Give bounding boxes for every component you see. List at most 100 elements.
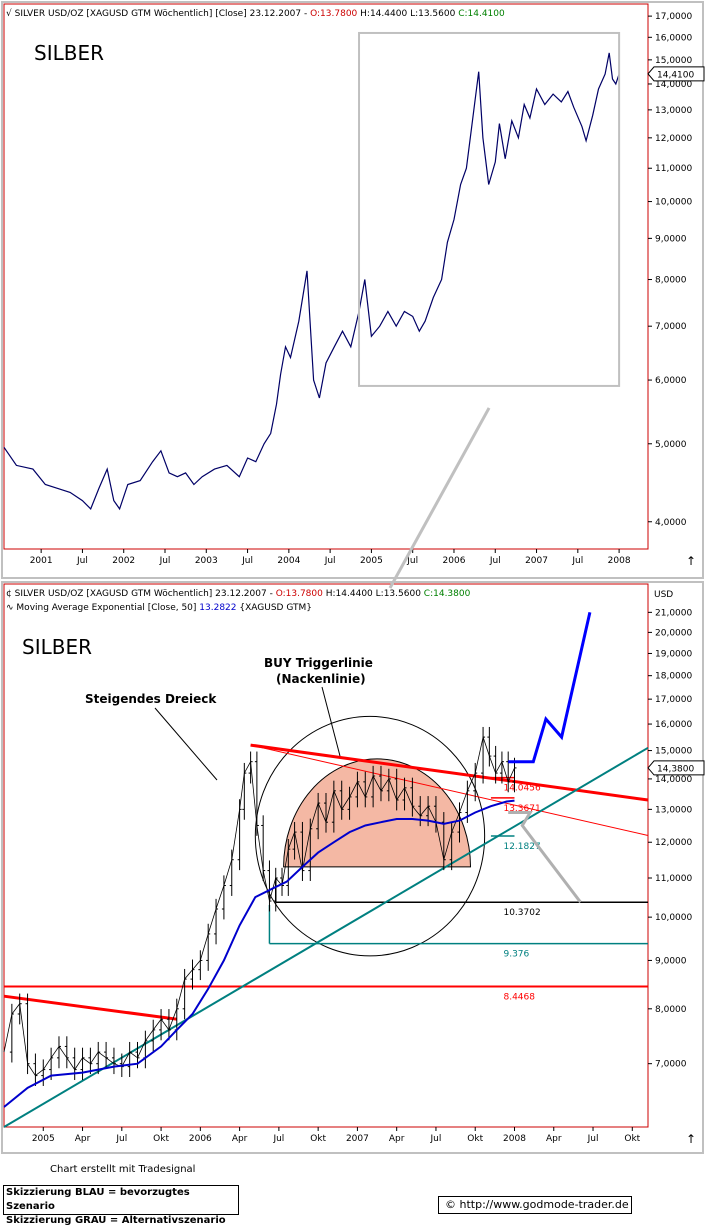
chart-top-zoom-box xyxy=(358,31,621,387)
chart-top-ytick-label: 6,0000 xyxy=(655,376,687,386)
chart-bottom-ytick-label: 17,0000 xyxy=(655,695,692,705)
chart-top-scroll-arrow-icon[interactable]: ↑ xyxy=(686,554,696,568)
chart-bottom-ytick-label: 14,0000 xyxy=(655,775,692,785)
chart-top-ytick-label: 14,0000 xyxy=(655,80,692,90)
chart-bottom-ytick-label: 21,0000 xyxy=(655,608,692,618)
website-credit[interactable]: © http://www.godmode-trader.de xyxy=(438,1196,632,1214)
chart-bottom-xtick-label: Apr xyxy=(389,1134,405,1144)
price-close-line xyxy=(3,735,515,1077)
level-label: 9.376 xyxy=(503,950,529,960)
chart-top-ytick-label: 9,0000 xyxy=(655,234,687,244)
scenario-grey-path xyxy=(508,811,582,904)
chart-credit: Chart erstellt mit Tradesignal xyxy=(50,1164,196,1175)
chart-bottom-high: H:14.4400 xyxy=(326,589,373,599)
chart-top-xtick-label: 2008 xyxy=(608,556,631,566)
chart-bottom-xtick-label: Jul xyxy=(430,1134,442,1144)
chart-top-ytick-label: 8,0000 xyxy=(655,276,687,286)
pattern-ellipse xyxy=(254,715,486,957)
chart-bottom-open: O:13.7800 xyxy=(276,589,323,599)
chart-bottom-xtick-label: 2005 xyxy=(32,1134,55,1144)
chart-bottom-xtick-label: Okt xyxy=(153,1134,169,1144)
chart-bottom-ytick-label: 15,0000 xyxy=(655,747,692,757)
chart-bottom-ytick-label: 13,0000 xyxy=(655,805,692,815)
level-label: 10.3702 xyxy=(503,908,540,918)
chart-bottom-last-price-tag xyxy=(647,760,705,776)
annotation-pointer-dreieck xyxy=(154,707,218,781)
chart-top-close: C:14.4100 xyxy=(458,9,505,19)
chart-bottom-indicator-suffix: {XAGUSD GTM} xyxy=(237,603,312,613)
chart-top-ytick-label: 4,0000 xyxy=(655,518,687,528)
chart-top-price-line xyxy=(3,52,620,511)
chart-top-xtick-label: 2007 xyxy=(525,556,548,566)
chart-top-header-icon: √ xyxy=(6,8,12,19)
weekly-silver-chart-top: √ SILVER USD/OZ [XAGUSD GTM Wöchentlich]… xyxy=(1,1,705,579)
trend-line-old-resistance xyxy=(3,994,177,1021)
chart-bottom-currency: USD xyxy=(654,590,673,600)
trend-line-descending-resistance xyxy=(250,743,649,802)
chart-bottom-xtick-label: 2007 xyxy=(346,1134,369,1144)
chart-bottom-last-price-label: 14,3800 xyxy=(657,764,694,774)
chart-top-xtick-label: 2005 xyxy=(360,556,383,566)
chart-top-xtick-label: Jul xyxy=(159,556,171,566)
copyright-icon: © xyxy=(445,1198,456,1211)
chart-top-series xyxy=(3,52,620,511)
chart-top-xtick-label: 2004 xyxy=(277,556,300,566)
chart-top-xtick-label: Jul xyxy=(76,556,88,566)
chart-bottom-scroll-arrow-icon[interactable]: ↑ xyxy=(686,1132,696,1146)
chart-bottom-indicator-prefix: Moving Average Exponential [Close, 50] xyxy=(16,603,199,613)
chart-top-xtick-label: Jul xyxy=(571,556,583,566)
chart-top-ytick-label: 5,0000 xyxy=(655,440,687,450)
chart-top-header: √ SILVER USD/OZ [XAGUSD GTM Wöchentlich]… xyxy=(6,8,505,19)
level-label: 12.1827 xyxy=(503,842,540,852)
chart-bottom-series: 14.0456 13.3671 12.1827 10.3702 9.376 8.4468 1… xyxy=(3,611,705,1128)
website-url[interactable]: http://www.godmode-trader.de xyxy=(459,1198,629,1211)
chart-top-xtick-label: 2001 xyxy=(30,556,53,566)
chart-bottom-ytick-label: 19,0000 xyxy=(655,649,692,659)
chart-bottom-header-icon: ¢ xyxy=(6,589,12,599)
chart-bottom-ytick-label: 16,0000 xyxy=(655,720,692,730)
chart-bottom-xtick-label: Okt xyxy=(467,1134,483,1144)
chart-bottom-low: L:13.5600 xyxy=(376,589,422,599)
level-label: 8.4468 xyxy=(503,992,535,1002)
chart-bottom-ytick-label: 12,0000 xyxy=(655,838,692,848)
chart-bottom-xtick-label: Apr xyxy=(232,1134,248,1144)
chart-bottom-ytick-label: 20,0000 xyxy=(655,628,692,638)
ema-50-line xyxy=(3,799,515,1108)
chart-bottom-xtick-label: Jul xyxy=(587,1134,599,1144)
chart-bottom-ytick-label: 9,0000 xyxy=(655,956,687,966)
chart-top-low: L:13.5600 xyxy=(410,9,456,19)
chart-bottom-ytick-label: 11,0000 xyxy=(655,874,692,884)
chart-bottom-indicator-value: 13.2822 xyxy=(199,603,236,613)
chart-top-ytick-label: 17,0000 xyxy=(655,12,692,22)
level-label: 13.3671 xyxy=(503,804,540,814)
chart-bottom-xtick-label: Jul xyxy=(272,1134,284,1144)
trend-line-support-line xyxy=(3,746,649,1128)
chart-top-label: SILBER xyxy=(34,41,104,65)
chart-top-ytick-label: 7,0000 xyxy=(655,322,687,332)
chart-bottom-xtick-label: Okt xyxy=(310,1134,326,1144)
legend-blue: Skizzierung BLAU = bevorzugtes Szenario xyxy=(6,1187,190,1212)
chart-top-xtick-label: Jul xyxy=(324,556,336,566)
chart-top-header-prefix: SILVER USD/OZ [XAGUSD GTM Wöchentlich] [… xyxy=(15,9,310,19)
chart-top-ytick-label: 10,0000 xyxy=(655,198,692,208)
chart-bottom-label: SILBER xyxy=(22,635,92,659)
chart-top-last-price-label: 14,4100 xyxy=(657,70,694,80)
annotation-pointer-trigger xyxy=(321,686,341,757)
chart-bottom-header: ¢ SILVER USD/OZ [XAGUSD GTM Wöchentlich]… xyxy=(6,589,471,599)
chart-bottom-indicator: ∿ Moving Average Exponential [Close, 50]… xyxy=(6,603,312,613)
chart-bottom-ytick-label: 7,0000 xyxy=(655,1060,687,1070)
level-label: 14.0456 xyxy=(503,784,540,794)
chart-top-xtick-label: Jul xyxy=(406,556,418,566)
scenario-blue-path xyxy=(508,611,592,764)
chart-bottom-xtick-label: Apr xyxy=(546,1134,562,1144)
chart-bottom-xtick-label: Okt xyxy=(624,1134,640,1144)
chart-bottom-y-axis: 21,0000 20,0000 19,0000 18,0000 17,0000 16,00… xyxy=(648,608,692,1070)
weekly-silver-chart-bottom: ¢ SILVER USD/OZ [XAGUSD GTM Wöchentlich]… xyxy=(1,581,705,1154)
chart-top-ytick-label: 11,0000 xyxy=(655,164,692,174)
chart-top-xtick-label: 2006 xyxy=(443,556,466,566)
chart-bottom-xtick-label: Jul xyxy=(115,1134,127,1144)
chart-top-xtick-label: 2002 xyxy=(112,556,135,566)
chart-bottom-ytick-label: 18,0000 xyxy=(655,672,692,682)
chart-bottom-xtick-label: Apr xyxy=(75,1134,91,1144)
chart-top-y-axis: 17,0000 16,0000 15,0000 14,0000 13,0000 12,00… xyxy=(648,12,692,528)
